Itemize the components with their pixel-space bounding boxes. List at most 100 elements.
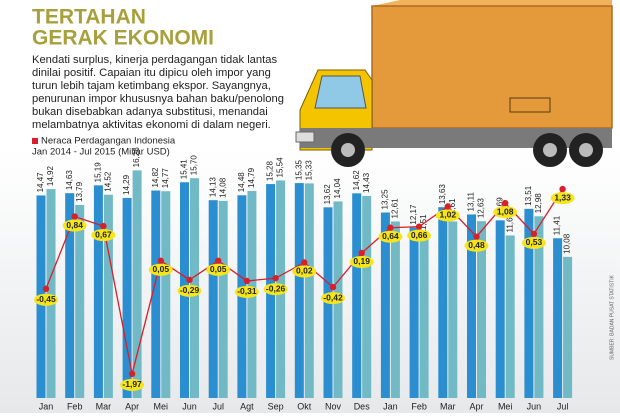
balance-label-background — [177, 284, 202, 297]
balance-point — [301, 259, 308, 266]
balance-value-label: 0,64 — [382, 231, 399, 241]
balance-point — [128, 370, 136, 378]
x-tick-label: Sep — [268, 401, 284, 411]
balance-point — [530, 230, 538, 238]
bar — [132, 170, 142, 398]
bar — [304, 183, 314, 398]
description-line: melambatnya aktivitas ekonomi di dalam n… — [32, 119, 271, 131]
bar-value-label: 13,51 — [524, 185, 533, 206]
x-tick-label: Nov — [325, 401, 342, 411]
bar — [103, 194, 113, 398]
description-line: bukan disebabkan adanya substitusi, mena… — [32, 106, 268, 118]
bar — [122, 197, 132, 398]
bar-value-label: 16,26 — [132, 147, 141, 168]
truck-illustration — [295, 0, 613, 167]
description-line: turun lebih tajam ketimbang ekspor. Saya… — [32, 80, 271, 92]
balance-value-label: 0,53 — [526, 237, 543, 247]
x-tick-label: Mei — [498, 401, 513, 411]
balance-point — [42, 285, 50, 292]
x-tick-label: Feb — [67, 401, 83, 411]
bar-value-label: 15,54 — [276, 157, 285, 178]
bar — [534, 216, 544, 398]
balance-label-background — [292, 265, 317, 278]
balance-value-label: 0,48 — [468, 240, 485, 250]
title-line: GERAK EKONOMI — [32, 27, 214, 50]
bar-value-label: 13,25 — [381, 189, 390, 210]
balance-point — [502, 199, 509, 207]
balance-label-background — [435, 209, 460, 222]
bar-value-label: 14,92 — [46, 166, 55, 187]
x-tick-label: Jun — [527, 401, 542, 411]
bar-value-label: 11,61 — [505, 212, 514, 232]
bar — [524, 208, 534, 398]
bar-value-label: 14,63 — [65, 170, 74, 191]
balance-value-label: -0,45 — [36, 294, 56, 304]
balance-value-label: 0,67 — [95, 229, 112, 239]
bar-value-label: 10,08 — [563, 233, 572, 254]
balance-point — [243, 277, 251, 285]
balance-label-background — [321, 292, 345, 305]
bar — [75, 204, 85, 398]
bar — [151, 190, 161, 398]
balance-value-label: 0,02 — [296, 266, 313, 276]
bar-value-label: 11,41 — [553, 215, 562, 235]
bar — [161, 191, 171, 398]
bar — [362, 195, 372, 398]
bar-value-label: 15,33 — [304, 160, 313, 181]
balance-point — [329, 283, 337, 291]
x-tick-label: Jul — [557, 401, 569, 411]
balance-value-label: 0,66 — [411, 230, 428, 240]
balance-value-label: 1,08 — [497, 206, 514, 216]
bar — [495, 220, 505, 398]
bar-value-label: 14,08 — [218, 177, 227, 198]
bar — [409, 227, 419, 398]
bar — [390, 221, 400, 398]
balance-point — [415, 223, 423, 230]
x-tick-label: Mar — [96, 401, 112, 411]
bar-value-label: 14,62 — [352, 170, 361, 191]
description: Kendati surplus, kinerja perdagangan tid… — [32, 54, 284, 131]
balance-value-label: -0,26 — [266, 283, 286, 293]
balance-point — [387, 224, 394, 231]
bar — [294, 183, 304, 398]
balance-value-label: -0,42 — [323, 292, 343, 302]
balance-point — [71, 213, 78, 220]
balance-point — [100, 222, 107, 230]
bar — [65, 193, 75, 398]
bar-value-label: 12,61 — [391, 198, 400, 219]
bar-value-label: 15,35 — [294, 160, 303, 181]
bar-value-label: 15,19 — [94, 162, 103, 183]
x-tick-label: Okt — [297, 401, 312, 411]
title-line: TERTAHAN — [32, 6, 146, 29]
x-tick-label: Feb — [411, 401, 427, 411]
bar-value-label: 14,29 — [122, 174, 131, 195]
balance-label-background — [464, 239, 489, 252]
balance-label-background — [62, 219, 87, 232]
balance-value-label: 1,33 — [554, 192, 571, 202]
balance-point — [358, 249, 365, 257]
balance-label-background — [521, 236, 546, 249]
bar-value-label: 15,70 — [190, 155, 199, 176]
x-tick-label: Jan — [39, 401, 54, 411]
balance-label-background — [550, 192, 575, 205]
balance-value-label: 0,84 — [66, 220, 83, 230]
balance-point — [157, 257, 164, 264]
subtitle: Jan 2014 - Jul 2015 (Miliar USD) — [32, 147, 170, 158]
bar — [438, 207, 448, 398]
bar — [380, 212, 390, 398]
bar-value-label: 12,63 — [477, 198, 486, 219]
bar — [505, 235, 515, 398]
balance-label-background — [120, 378, 145, 391]
bar-value-label: 12,17 — [409, 204, 418, 225]
balance-label-background — [148, 263, 173, 276]
balance-value-label: 1,02 — [440, 210, 457, 220]
source: SUMBER: BADAN PUSAT STATISTIK — [609, 274, 615, 360]
balance-value-label: 0,05 — [210, 264, 227, 274]
balance-value-label: -0,31 — [237, 286, 257, 296]
bar — [419, 236, 429, 398]
bar-value-label: 13,11 — [467, 191, 476, 211]
bar-value-label: 14,13 — [208, 177, 217, 198]
bar-value-label: 14,52 — [104, 171, 113, 192]
x-tick-label: Apr — [125, 401, 139, 411]
bar-value-label: 13,79 — [75, 181, 84, 202]
